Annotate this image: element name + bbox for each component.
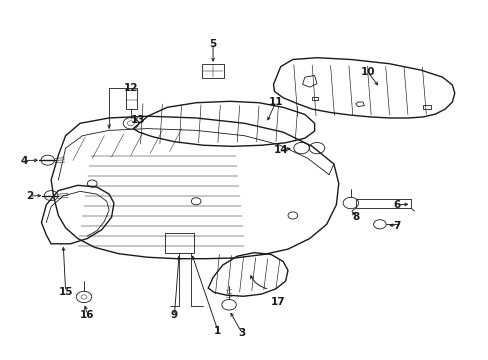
Text: 5: 5	[209, 39, 216, 49]
Bar	[126, 88, 137, 109]
Text: 8: 8	[351, 212, 359, 222]
Text: 11: 11	[268, 97, 283, 107]
Text: 3: 3	[238, 328, 245, 338]
Bar	[355, 199, 410, 208]
Text: 6: 6	[392, 200, 400, 210]
Text: 2: 2	[26, 191, 33, 201]
Bar	[164, 233, 193, 253]
Text: 17: 17	[270, 297, 285, 307]
Text: 16: 16	[80, 310, 95, 320]
Text: 4: 4	[21, 156, 28, 166]
Text: 10: 10	[360, 67, 374, 77]
Text: 9: 9	[170, 310, 178, 320]
Text: 1: 1	[214, 326, 221, 336]
Text: 12: 12	[123, 83, 138, 93]
Text: 15: 15	[58, 287, 73, 297]
Bar	[311, 97, 317, 100]
Text: 14: 14	[273, 145, 287, 155]
Text: 13: 13	[131, 115, 145, 125]
Bar	[423, 105, 430, 109]
Text: 7: 7	[392, 221, 400, 231]
